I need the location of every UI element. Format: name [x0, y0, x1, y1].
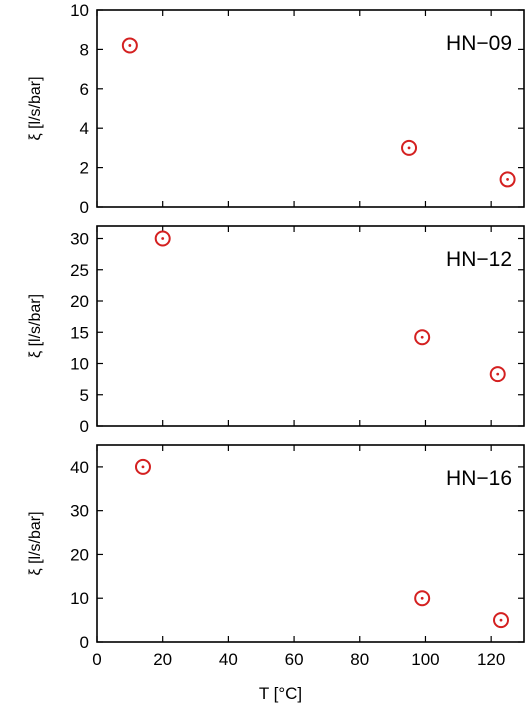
data-point-ring — [499, 171, 516, 188]
x-tick-label: 100 — [411, 650, 439, 669]
data-point-ring — [121, 37, 138, 54]
y-tick-label: 6 — [80, 80, 89, 99]
y-tick-label: 10 — [70, 589, 89, 608]
data-point-center — [499, 618, 503, 622]
data-point-ring — [493, 612, 510, 629]
x-tick-label: 80 — [350, 650, 369, 669]
data-point-ring — [414, 329, 431, 346]
data-point-center — [496, 372, 500, 376]
y-tick-label: 30 — [70, 502, 89, 521]
y-tick-label: 20 — [70, 545, 89, 564]
x-tick-label: 20 — [153, 650, 172, 669]
data-point-center — [407, 146, 411, 150]
data-point-ring — [414, 590, 431, 607]
y-tick-label: 4 — [80, 119, 89, 138]
y-axis-label: ξ [l/s/bar] — [27, 76, 44, 140]
data-point-center — [420, 596, 424, 600]
data-point-center — [128, 44, 132, 47]
panel-label: HN−12 — [446, 248, 512, 271]
y-tick-label: 40 — [70, 458, 89, 477]
panel-1: 0 2 4 6 8 10 ξ [l/s/bar] HN−09 — [27, 1, 525, 217]
y-tick-label: 25 — [70, 261, 89, 280]
panel-2: 0 5 10 15 20 25 30 ξ [l/s/bar] HN−12 — [27, 225, 525, 436]
data-point-center — [506, 178, 509, 181]
data-point-center — [161, 237, 165, 240]
y-tick-label: 0 — [80, 198, 89, 217]
x-tick-label: 0 — [92, 650, 101, 669]
x-tick-label: 60 — [285, 650, 304, 669]
y-tick-label: 0 — [80, 633, 89, 652]
data-point-ring — [489, 366, 506, 383]
data-point — [414, 590, 431, 607]
y-tick-label: 10 — [70, 1, 89, 20]
y-tick-label: 30 — [70, 230, 89, 249]
data-point-center — [420, 335, 424, 339]
y-tick-label: 8 — [80, 40, 89, 59]
data-point — [493, 612, 510, 629]
y-axis-label: ξ [l/s/bar] — [27, 294, 44, 358]
y-axis-label: ξ [l/s/bar] — [27, 511, 44, 575]
data-point — [121, 37, 138, 54]
x-tick-label: 40 — [219, 650, 238, 669]
data-point-center — [141, 465, 145, 469]
plot-frame — [96, 9, 525, 208]
y-tick-label: 20 — [70, 292, 89, 311]
panel-3: 0 10 20 30 40 0 20 40 60 80 100 120 ξ [l/s/bar] HN−16… — [27, 444, 525, 703]
plot-frame — [96, 225, 525, 427]
panel-label: HN−09 — [446, 32, 512, 55]
data-point — [401, 139, 418, 156]
data-point — [499, 171, 516, 188]
data-point — [154, 230, 171, 247]
data-point-ring — [134, 458, 151, 475]
x-axis-label: T [°C] — [259, 684, 302, 703]
data-point — [414, 329, 431, 346]
y-tick-label: 10 — [70, 355, 89, 374]
data-point-ring — [154, 230, 171, 247]
x-tick-label: 120 — [477, 650, 505, 669]
plot-frame — [96, 444, 525, 643]
data-point — [134, 458, 151, 475]
y-tick-label: 2 — [80, 159, 89, 178]
data-point-ring — [401, 139, 418, 156]
y-tick-label: 5 — [80, 386, 89, 405]
panel-label: HN−16 — [446, 467, 512, 490]
data-point — [489, 366, 506, 383]
y-tick-label: 0 — [80, 417, 89, 436]
y-tick-label: 15 — [70, 323, 89, 342]
